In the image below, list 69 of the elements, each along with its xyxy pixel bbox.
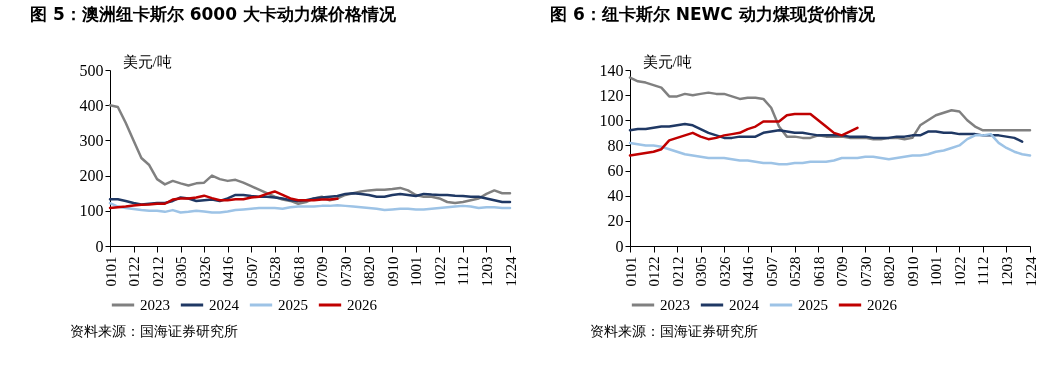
line-series — [628, 112, 859, 157]
x-tick-label: 0730 — [337, 256, 354, 287]
x-tick-label: 1001 — [928, 256, 945, 287]
x-tick-label: 1022 — [431, 256, 448, 287]
chart-title: 图 5：澳洲纽卡斯尔 6000 大卡动力煤价格情况 — [30, 4, 397, 24]
x-tick-label: 0528 — [267, 256, 284, 287]
x-tick-label: 1112 — [455, 256, 472, 286]
x-tick-label: 0709 — [834, 256, 851, 287]
x-tick-label: 0618 — [290, 256, 307, 287]
legend-label: 2026 — [867, 297, 898, 313]
y-tick-label: 100 — [599, 111, 624, 129]
x-tick-label: 0326 — [196, 256, 213, 287]
y-axis-title: 美元/吨 — [642, 53, 692, 70]
y-tick-label: 500 — [79, 61, 104, 79]
y-tick-label: 20 — [607, 212, 624, 230]
y-tick-label: 400 — [79, 96, 104, 114]
legend-label: 2024 — [729, 297, 760, 313]
x-tick-label: 0101 — [102, 256, 119, 287]
x-tick-label: 0910 — [904, 256, 921, 287]
x-tick-label: 0122 — [646, 256, 663, 287]
y-tick-label: 60 — [607, 162, 624, 180]
x-tick-label: 1224 — [1022, 256, 1039, 287]
x-tick-label: 0820 — [881, 256, 898, 287]
x-tick-label: 1224 — [502, 256, 519, 287]
y-axis-title: 美元/吨 — [122, 53, 172, 70]
legend-label: 2025 — [278, 297, 308, 313]
line-series — [108, 190, 339, 210]
x-tick-label: 0709 — [314, 256, 331, 287]
y-tick-label: 0 — [95, 237, 104, 255]
legend-label: 2023 — [140, 297, 170, 313]
x-tick-label: 0122 — [126, 256, 143, 287]
legend-label: 2025 — [798, 297, 828, 313]
x-tick-label: 1112 — [975, 256, 992, 286]
x-tick-label: 0528 — [787, 256, 804, 287]
y-tick-label: 140 — [599, 61, 624, 79]
x-tick-label: 0326 — [716, 256, 733, 287]
x-tick-label: 0507 — [763, 256, 780, 287]
y-tick-label: 80 — [607, 136, 624, 154]
y-tick-label: 100 — [79, 202, 104, 220]
x-tick-label: 1001 — [408, 256, 425, 287]
x-tick-label: 0101 — [622, 256, 639, 287]
y-tick-label: 300 — [79, 131, 104, 149]
x-tick-label: 0212 — [669, 256, 686, 287]
y-tick-label: 40 — [607, 187, 624, 205]
x-tick-label: 0507 — [243, 256, 260, 287]
y-tick-label: 120 — [599, 86, 624, 104]
line-series — [628, 122, 1024, 143]
y-tick-label: 200 — [79, 167, 104, 185]
y-tick-label: 0 — [615, 237, 624, 255]
x-tick-label: 0416 — [220, 256, 237, 287]
legend-label: 2023 — [660, 297, 690, 313]
x-tick-label: 1203 — [998, 256, 1015, 287]
legend-label: 2024 — [209, 297, 240, 313]
text: 资料来源：国海证券研究所 — [590, 323, 758, 339]
line-series — [628, 132, 1032, 166]
x-tick-label: 0305 — [693, 256, 710, 287]
chart-title: 图 6：纽卡斯尔 NEWC 动力煤现货价情况 — [550, 4, 876, 24]
x-tick-label: 0910 — [384, 256, 401, 287]
x-tick-label: 1203 — [478, 256, 495, 287]
x-tick-label: 0820 — [361, 256, 378, 287]
x-tick-label: 0305 — [173, 256, 190, 287]
x-tick-label: 0416 — [740, 256, 757, 287]
text: 资料来源：国海证券研究所 — [70, 323, 238, 339]
line-series — [108, 201, 512, 214]
x-tick-label: 0618 — [810, 256, 827, 287]
x-tick-label: 1022 — [951, 256, 968, 287]
x-tick-label: 0212 — [149, 256, 166, 287]
legend-label: 2026 — [347, 297, 378, 313]
x-tick-label: 0730 — [857, 256, 874, 287]
